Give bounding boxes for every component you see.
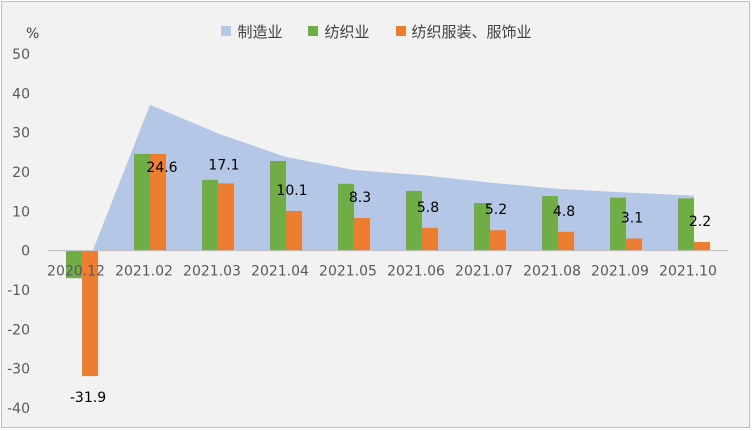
data-label-apparel-0: -31.9 [70, 390, 106, 406]
data-label-apparel-7: 4.8 [553, 204, 575, 220]
x-tick-label-3: 2021.04 [251, 264, 309, 280]
legend-swatch-manufacturing [221, 26, 232, 36]
x-tick-label-4: 2021.05 [319, 264, 377, 280]
y-tick-label-1: 40 [12, 86, 30, 102]
y-tick-label-3: 20 [12, 165, 30, 181]
bar-textile-1 [134, 153, 150, 251]
x-tick-label-6: 2021.07 [455, 264, 513, 280]
bar-apparel-6 [490, 230, 506, 251]
data-label-apparel-1: 24.6 [146, 160, 177, 176]
data-label-apparel-5: 5.8 [417, 200, 439, 216]
y-tick-label-7: -20 [7, 322, 30, 338]
data-label-apparel-9: 2.2 [689, 214, 711, 230]
x-tick-label-2: 2021.03 [183, 264, 241, 280]
x-tick-label-9: 2021.10 [659, 264, 717, 280]
bar-textile-5 [406, 190, 422, 251]
data-label-apparel-3: 10.1 [276, 183, 307, 199]
bar-textile-2 [202, 179, 218, 251]
bar-apparel-3 [286, 210, 302, 251]
bar-apparel-2 [218, 183, 234, 251]
legend-label-manufacturing: 制造业 [237, 22, 283, 41]
y-tick-label-2: 30 [12, 126, 30, 142]
bar-apparel-4 [354, 218, 370, 251]
y-tick-label-5: 0 [21, 244, 30, 260]
legend-item-apparel: 纺织服装、服饰业 [395, 21, 532, 42]
legend-swatch-textile [308, 26, 319, 36]
bar-textile-9 [678, 198, 694, 251]
bar-apparel-7 [558, 231, 574, 251]
x-tick-label-1: 2021.02 [115, 264, 173, 280]
bar-apparel-8 [626, 238, 642, 251]
bar-textile-6 [474, 203, 490, 251]
legend-swatch-apparel [395, 26, 406, 36]
y-tick-label-0: 50 [12, 47, 30, 63]
bar-apparel-5 [422, 227, 438, 251]
y-tick-label-4: 10 [12, 204, 30, 220]
legend-item-textile: 纺织业 [308, 21, 370, 42]
bar-textile-7 [542, 195, 558, 251]
bar-textile-0 [66, 250, 82, 279]
legend: 制造业 纺织业 纺织服装、服饰业 [0, 20, 753, 42]
x-tick-label-7: 2021.08 [523, 264, 581, 280]
legend-item-manufacturing: 制造业 [221, 21, 282, 42]
data-label-apparel-6: 5.2 [485, 202, 507, 218]
data-label-apparel-4: 8.3 [349, 190, 371, 206]
y-tick-label-8: -30 [7, 362, 30, 378]
bar-apparel-0 [82, 250, 98, 377]
x-tick-label-8: 2021.09 [591, 264, 649, 280]
y-axis-unit-label: % [26, 26, 40, 42]
y-tick-label-6: -10 [7, 283, 30, 299]
bar-textile-3 [270, 160, 286, 251]
data-label-apparel-8: 3.1 [621, 210, 643, 226]
x-tick-label-5: 2021.06 [387, 264, 445, 280]
bar-textile-8 [610, 197, 626, 251]
bar-apparel-9 [694, 242, 710, 251]
series-area-manufacturing [92, 104, 695, 251]
x-tick-label-0: 2020.12 [47, 264, 105, 280]
legend-label-textile: 纺织业 [324, 22, 370, 41]
bar-textile-4 [338, 183, 354, 251]
bar-apparel-1 [150, 153, 166, 251]
y-tick-label-9: -40 [7, 401, 30, 417]
legend-label-apparel: 纺织服装、服饰业 [411, 22, 532, 41]
data-label-apparel-2: 17.1 [208, 157, 239, 173]
